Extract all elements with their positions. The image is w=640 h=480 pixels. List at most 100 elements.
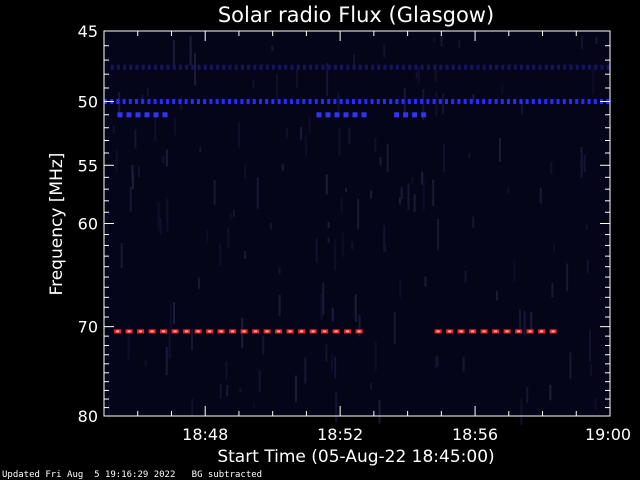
band-mark [420,99,424,104]
footer: Updated Fri Aug 5 19:16:29 2022 BG subtr… [2,470,262,480]
band-mark [563,64,567,70]
band-mark [216,64,220,70]
emission-bands [104,64,610,334]
noise-mark [586,259,589,274]
noise-mark [341,232,344,257]
band-mark-core [471,330,475,333]
noise-mark [378,400,381,424]
band-mark [147,99,151,104]
x-axis-ticks: 18:48 18:52 18:56 19:00 [137,31,631,444]
noise-mark [308,117,311,134]
noise-mark [590,364,593,376]
noise-mark [519,309,521,329]
noise-mark [334,239,337,271]
noise-mark [256,177,259,209]
chart-title: Solar radio Flux (Glasgow) [218,3,494,27]
noise-mark [127,325,130,360]
band-mark [325,112,331,118]
noise-mark [338,127,341,156]
band-mark [308,99,312,104]
band-mark-core [173,330,177,333]
band-mark [588,64,592,70]
noise-mark [432,179,435,206]
band-mark [185,64,189,70]
noise-mark [305,135,307,157]
band-mark [302,64,306,70]
noise-mark [383,43,386,58]
band-mark-core [116,330,120,333]
band-mark [412,112,418,118]
noise-mark [337,92,340,112]
noise-mark [112,125,115,134]
footer-note: BG subtracted [191,470,263,480]
band-mark [513,64,517,70]
band-mark [403,112,409,118]
band-mark [352,64,356,70]
band-mark [314,99,318,104]
band-mark [203,64,207,70]
band-mark [426,99,430,104]
band-mark-core [459,330,463,333]
band-mark [575,99,579,104]
band-mark [451,99,455,104]
band-mark [519,64,523,70]
band-mark [346,64,350,70]
noise-mark [433,37,436,43]
noise-mark [340,197,343,213]
noise-mark [415,71,418,79]
band-mark [482,64,486,70]
noise-mark [244,165,247,179]
band-mark [361,112,367,118]
band-mark [340,64,344,70]
noise-mark [294,375,297,402]
band-mark [129,64,133,70]
band-mark [221,99,225,104]
band-mark-core [300,330,304,333]
band-mark [433,64,437,70]
noise-mark [521,100,524,116]
band-mark [339,99,343,104]
band-mark [126,112,132,118]
noise-mark [374,138,377,153]
noise-mark [165,149,168,167]
x-tick-label: 18:48 [182,425,228,444]
band-mark [556,99,560,104]
noise-mark [345,188,347,193]
noise-mark [325,344,328,362]
band-mark [122,99,126,104]
noise-mark [550,162,553,174]
noise-mark [501,85,504,95]
band-mark [581,99,585,104]
band-mark [470,64,474,70]
band-mark [283,99,287,104]
noise-mark [281,164,284,171]
band-mark-core [436,330,440,333]
noise-mark [258,369,261,392]
noise-mark [278,294,281,316]
band-mark [544,99,548,104]
noise-mark [286,127,289,139]
noise-mark [146,88,149,97]
band-mark-core [517,330,521,333]
noise-mark [458,40,461,49]
band-mark [550,99,554,104]
noise-mark [131,164,134,180]
band-mark [191,64,195,70]
noise-mark [353,54,355,67]
noise-mark [129,187,132,212]
noise-mark [271,45,274,51]
band-mark [389,64,393,70]
noise-mark [520,398,523,426]
band-mark [252,99,256,104]
band-mark [593,99,597,104]
band-mark-core [185,330,189,333]
band-mark [110,64,114,70]
noise-mark [252,80,255,89]
band-mark [501,64,505,70]
band-mark [389,99,393,104]
noise-mark [157,202,160,229]
y-tick-label: 60 [78,215,98,234]
band-mark [209,99,213,104]
band-mark [234,64,238,70]
